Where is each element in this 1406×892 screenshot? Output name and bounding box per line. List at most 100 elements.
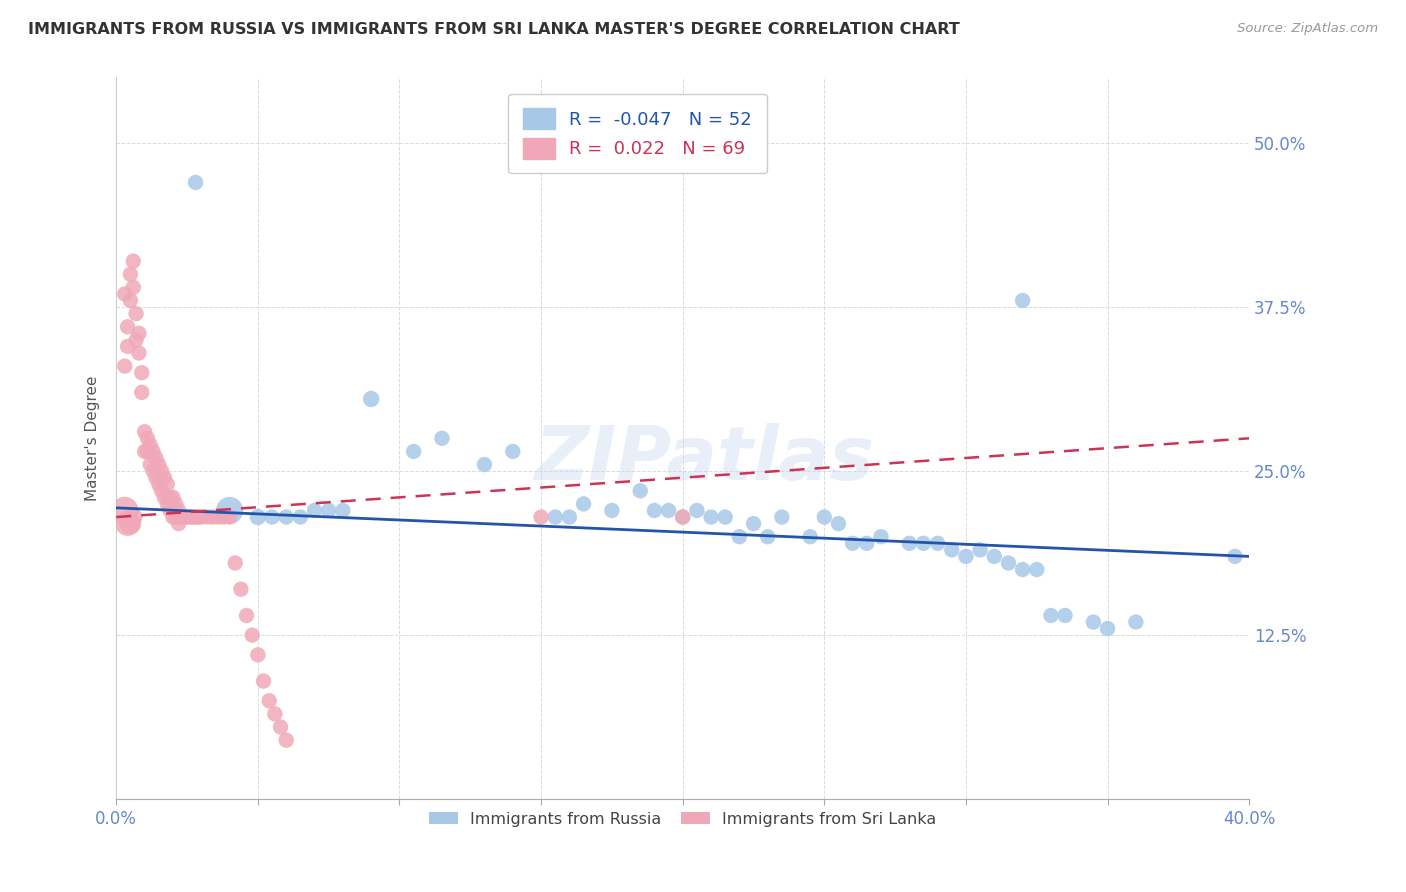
Point (969, 542, 991, 557)
Point (173, 510, 195, 524)
Text: IMMIGRANTS FROM RUSSIA VS IMMIGRANTS FROM SRI LANKA MASTER'S DEGREE CORRELATION : IMMIGRANTS FROM RUSSIA VS IMMIGRANTS FRO… (28, 22, 960, 37)
Point (181, 510, 204, 524)
Point (201, 510, 224, 524)
Point (502, 444, 524, 458)
Point (125, 333, 148, 347)
Point (742, 516, 765, 531)
Point (167, 516, 190, 531)
Point (558, 510, 581, 524)
Point (318, 503, 340, 517)
Point (176, 510, 198, 524)
Point (114, 287, 136, 301)
Point (153, 491, 176, 505)
Point (134, 444, 156, 458)
Point (264, 706, 287, 721)
Point (544, 510, 567, 524)
Point (276, 510, 298, 524)
Point (983, 549, 1005, 564)
Point (218, 510, 240, 524)
Point (165, 510, 187, 524)
Point (686, 503, 709, 517)
Point (657, 503, 679, 517)
Point (714, 510, 737, 524)
Point (246, 510, 269, 524)
Point (402, 444, 425, 458)
Point (159, 491, 181, 505)
Point (628, 483, 651, 498)
Text: Source: ZipAtlas.com: Source: ZipAtlas.com (1237, 22, 1378, 36)
Point (1039, 608, 1062, 623)
Point (1025, 562, 1047, 576)
Point (150, 464, 173, 478)
Point (1097, 622, 1119, 636)
Point (728, 530, 751, 544)
Point (240, 628, 263, 642)
Point (1083, 615, 1105, 629)
Point (165, 497, 187, 511)
Point (159, 503, 181, 517)
Point (184, 176, 207, 190)
Point (756, 530, 779, 544)
Point (170, 510, 193, 524)
Point (813, 510, 835, 524)
Point (912, 536, 935, 550)
Point (799, 530, 821, 544)
Point (153, 471, 176, 485)
Point (898, 536, 921, 550)
Point (770, 510, 793, 524)
Point (927, 536, 949, 550)
Point (117, 516, 139, 531)
Point (841, 536, 863, 550)
Point (131, 385, 153, 400)
Point (184, 510, 207, 524)
Point (870, 530, 893, 544)
Point (235, 608, 257, 623)
Point (955, 549, 977, 564)
Point (1054, 608, 1077, 623)
Point (156, 477, 179, 491)
Point (190, 510, 212, 524)
Point (120, 267, 142, 281)
Point (114, 503, 136, 517)
Point (156, 497, 179, 511)
Point (276, 733, 298, 747)
Point (643, 503, 665, 517)
Point (120, 516, 142, 531)
Point (600, 503, 623, 517)
Point (179, 510, 201, 524)
Point (145, 471, 167, 485)
Point (207, 510, 229, 524)
Point (139, 458, 162, 472)
Point (162, 510, 184, 524)
Point (304, 503, 326, 517)
Point (122, 510, 145, 524)
Point (136, 431, 159, 445)
Point (700, 510, 723, 524)
Point (120, 293, 142, 308)
Point (162, 491, 184, 505)
Point (572, 497, 595, 511)
Point (131, 366, 153, 380)
Point (229, 582, 252, 597)
Point (218, 503, 240, 517)
Point (856, 536, 879, 550)
Point (290, 510, 312, 524)
Point (1011, 562, 1033, 576)
Point (187, 510, 209, 524)
Point (474, 458, 496, 472)
Point (1011, 293, 1033, 308)
Point (142, 444, 165, 458)
Point (270, 720, 292, 734)
Y-axis label: Master's Degree: Master's Degree (86, 376, 100, 501)
Point (117, 319, 139, 334)
Point (122, 254, 145, 268)
Point (941, 542, 963, 557)
Point (224, 556, 246, 570)
Point (257, 694, 280, 708)
Point (134, 425, 156, 439)
Point (136, 444, 159, 458)
Point (430, 431, 453, 445)
Point (672, 510, 695, 524)
Point (195, 510, 218, 524)
Point (360, 392, 382, 406)
